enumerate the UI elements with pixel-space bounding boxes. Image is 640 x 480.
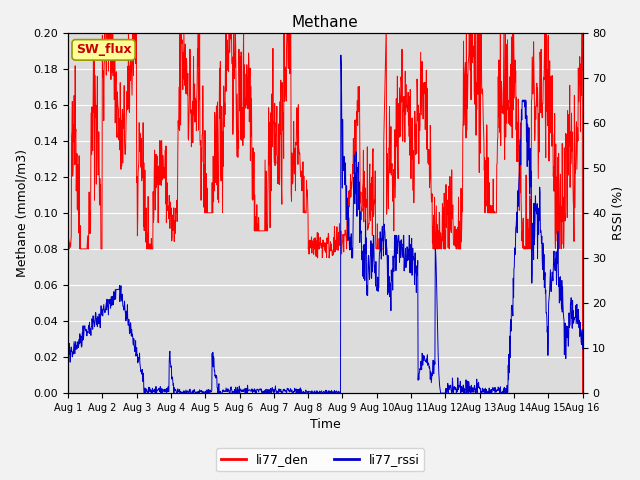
Title: Methane: Methane <box>292 15 358 30</box>
Legend: li77_den, li77_rssi: li77_den, li77_rssi <box>216 448 424 471</box>
Y-axis label: Methane (mmol/m3): Methane (mmol/m3) <box>15 149 28 277</box>
X-axis label: Time: Time <box>310 419 340 432</box>
Y-axis label: RSSI (%): RSSI (%) <box>612 186 625 240</box>
Text: SW_flux: SW_flux <box>76 43 131 56</box>
